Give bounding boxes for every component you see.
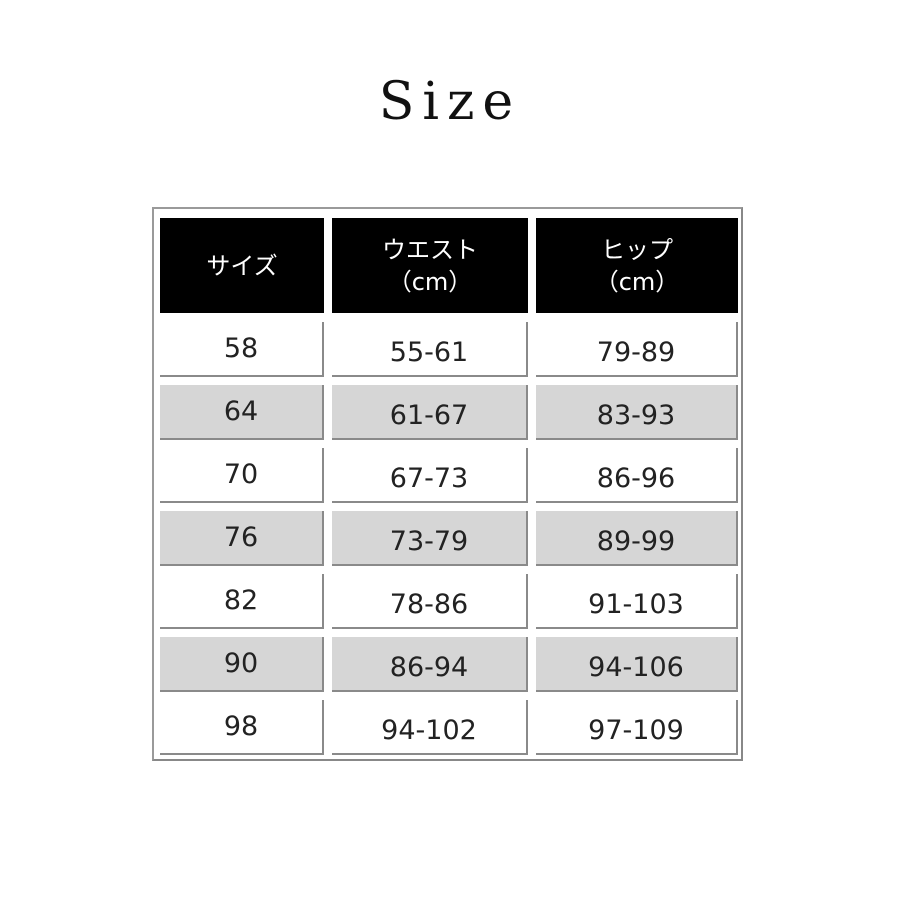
- cell-size: 76: [160, 511, 324, 566]
- cell-size: 58: [160, 322, 324, 377]
- page-title: Size: [378, 72, 522, 132]
- cell-waist: 61-67: [332, 385, 528, 440]
- size-table: サイズ ウエスト （cm） ヒップ （cm） 58 55-61 79-89 64 61-67 83-…: [152, 207, 743, 761]
- cell-hip: 89-99: [536, 511, 738, 566]
- cell-hip: 97-109: [536, 700, 738, 755]
- cell-waist: 78-86: [332, 574, 528, 629]
- cell-waist: 55-61: [332, 322, 528, 377]
- cell-hip: 86-96: [536, 448, 738, 503]
- cell-size: 70: [160, 448, 324, 503]
- header-hip: ヒップ （cm）: [536, 218, 738, 313]
- cell-size: 64: [160, 385, 324, 440]
- cell-size: 82: [160, 574, 324, 629]
- cell-hip: 83-93: [536, 385, 738, 440]
- cell-hip: 94-106: [536, 637, 738, 692]
- header-waist: ウエスト （cm）: [332, 218, 528, 313]
- cell-hip: 91-103: [536, 574, 738, 629]
- header-size: サイズ: [160, 218, 324, 313]
- cell-size: 98: [160, 700, 324, 755]
- header-unit: （cm）: [387, 267, 473, 296]
- cell-waist: 94-102: [332, 700, 528, 755]
- header-label: ヒップ: [601, 235, 673, 264]
- header-label: ウエスト: [382, 235, 478, 264]
- cell-hip: 79-89: [536, 322, 738, 377]
- cell-waist: 67-73: [332, 448, 528, 503]
- header-label: サイズ: [206, 251, 278, 280]
- cell-waist: 86-94: [332, 637, 528, 692]
- header-unit: （cm）: [594, 267, 680, 296]
- cell-size: 90: [160, 637, 324, 692]
- cell-waist: 73-79: [332, 511, 528, 566]
